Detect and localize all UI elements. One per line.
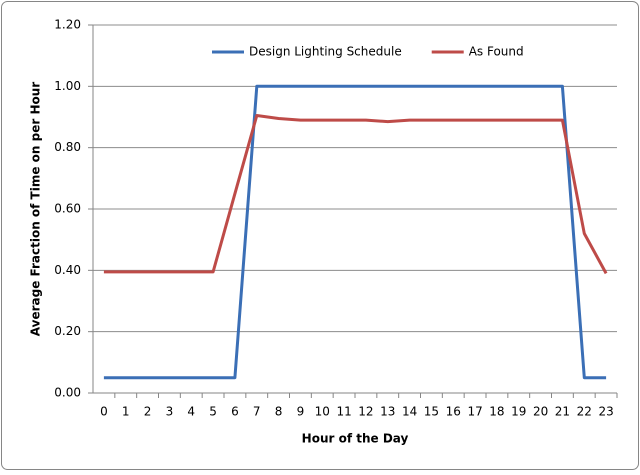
x-tick-label: 14 (402, 405, 417, 419)
x-tick-label: 0 (100, 405, 108, 419)
x-tick-label: 4 (187, 405, 195, 419)
x-tick-label: 3 (166, 405, 174, 419)
x-tick-label: 22 (577, 405, 592, 419)
x-tick-label: 1 (122, 405, 130, 419)
y-tick-label: 0.00 (54, 386, 81, 400)
x-tick-label: 20 (533, 405, 548, 419)
data-line (103, 84, 607, 380)
x-tick-label: 8 (275, 405, 283, 419)
x-tick-label: 21 (555, 405, 570, 419)
x-tick-label: 12 (358, 405, 373, 419)
legend-label: As Found (469, 45, 524, 59)
y-tick-label: 0.40 (54, 263, 81, 277)
x-tick-label: 5 (209, 405, 217, 419)
x-tick-label: 19 (511, 405, 526, 419)
x-tick-label: 15 (424, 405, 439, 419)
legend-label: Design Lighting Schedule (249, 45, 402, 59)
x-tick-label: 9 (297, 405, 305, 419)
x-tick-label: 11 (336, 405, 351, 419)
y-axis-title: Average Fraction of Time on per Hour (29, 82, 43, 336)
x-tick-label: 6 (231, 405, 239, 419)
x-tick-label: 18 (489, 405, 504, 419)
x-tick-label: 7 (253, 405, 261, 419)
data-line (103, 114, 608, 275)
x-tick-label: 17 (467, 405, 482, 419)
y-tick-label: 1.00 (54, 79, 81, 93)
x-tick-label: 16 (446, 405, 461, 419)
x-axis-title: Hour of the Day (302, 432, 409, 446)
x-tick-label: 10 (315, 405, 330, 419)
y-tick-label: 0.80 (54, 140, 81, 154)
y-tick-label: 1.20 (54, 18, 81, 32)
x-tick-label: 23 (598, 405, 613, 419)
y-tick-label: 0.60 (54, 202, 81, 216)
x-tick-label: 2 (144, 405, 152, 419)
y-tick-label: 0.20 (54, 324, 81, 338)
x-tick-label: 13 (380, 405, 395, 419)
